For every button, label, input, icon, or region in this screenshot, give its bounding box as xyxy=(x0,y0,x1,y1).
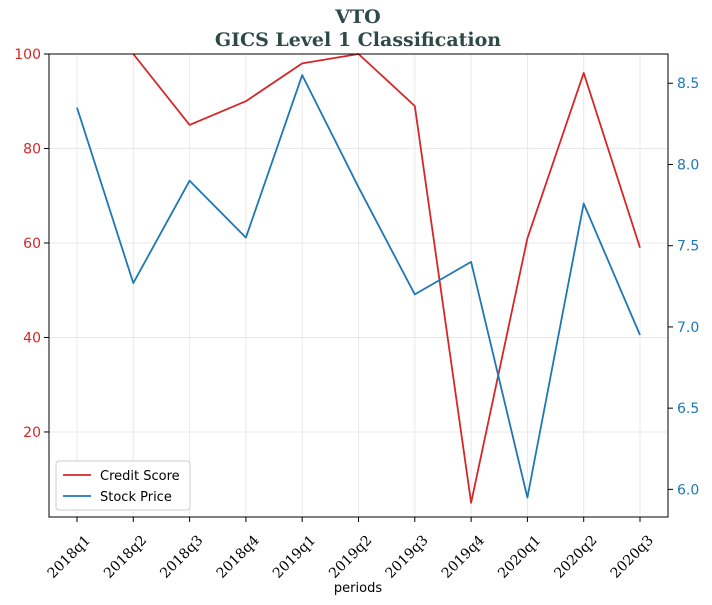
legend-label: Credit Score xyxy=(100,469,180,484)
x-tick-label: 2019q4 xyxy=(439,532,488,581)
x-tick-label: 2019q3 xyxy=(382,533,431,582)
x-tick-label: 2018q3 xyxy=(157,533,206,582)
legend-label: Stock Price xyxy=(100,490,172,505)
left-tick-label: 100 xyxy=(14,47,41,63)
left-tick-label: 40 xyxy=(23,330,41,346)
series-line-credit-score xyxy=(132,53,641,504)
x-axis-label: periods xyxy=(334,581,382,596)
right-tick-label: 7.0 xyxy=(677,320,699,336)
x-axis: 2018q1 2018q2 2018q3 2018q4 2019q1 2019q2 2019… xyxy=(45,517,657,582)
series-line-stock-price xyxy=(76,74,641,499)
x-tick-label: 2018q2 xyxy=(101,533,150,582)
x-tick-label: 2018q1 xyxy=(45,533,94,582)
x-tick-label: 2020q1 xyxy=(495,533,544,582)
legend: Credit Score Stock Price xyxy=(55,460,191,511)
x-tick-label: 2018q4 xyxy=(214,532,263,581)
grid xyxy=(49,53,668,517)
x-tick-label: 2020q2 xyxy=(551,533,600,582)
x-tick-label: 2020q3 xyxy=(608,533,657,582)
x-tick-label: 2019q1 xyxy=(270,533,319,582)
right-tick-label: 7.5 xyxy=(677,239,699,255)
x-tick-label: 2019q2 xyxy=(326,533,375,582)
right-tick-label: 6.0 xyxy=(677,482,699,498)
series-layer xyxy=(76,53,641,504)
right-tick-label: 8.0 xyxy=(677,157,699,173)
chart-title: VTO xyxy=(334,6,380,28)
legend-frame xyxy=(55,460,191,511)
left-tick-label: 80 xyxy=(23,141,41,157)
left-axis: 20 40 60 80 100 xyxy=(14,47,49,441)
left-tick-label: 20 xyxy=(23,425,41,441)
right-tick-label: 8.5 xyxy=(677,76,699,92)
chart-subtitle: GICS Level 1 Classification xyxy=(215,29,501,51)
right-axis: 6.0 6.5 7.0 7.5 8.0 8.5 xyxy=(668,76,699,498)
left-tick-label: 60 xyxy=(23,236,41,252)
right-tick-label: 6.5 xyxy=(677,401,699,417)
